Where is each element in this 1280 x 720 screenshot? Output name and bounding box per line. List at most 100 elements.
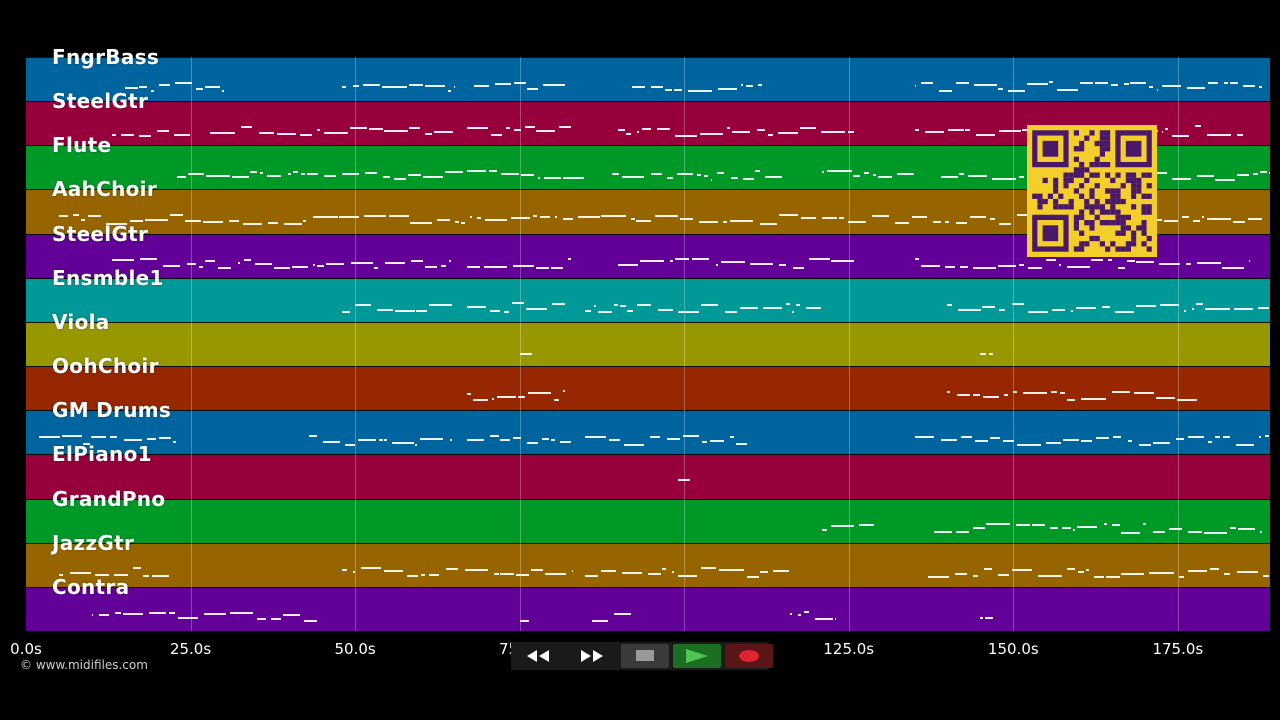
note (1237, 528, 1256, 531)
note (382, 85, 407, 88)
note (1094, 576, 1105, 579)
note (648, 572, 661, 575)
note (742, 177, 754, 180)
note (1114, 310, 1135, 313)
note (621, 176, 645, 179)
note (420, 574, 426, 577)
note (139, 85, 147, 88)
note (82, 443, 90, 446)
note (105, 223, 127, 225)
note (1120, 532, 1141, 535)
note (789, 613, 793, 615)
note (276, 133, 296, 136)
note (1149, 571, 1174, 574)
note (700, 567, 716, 570)
note (940, 176, 958, 179)
note (267, 222, 279, 225)
record-button[interactable] (725, 644, 773, 668)
note (538, 177, 541, 180)
note (723, 220, 728, 223)
note (988, 352, 993, 355)
note (614, 303, 619, 306)
note (81, 219, 85, 222)
stop-button[interactable] (621, 644, 669, 668)
fast-forward-button[interactable] (568, 644, 616, 668)
note (550, 439, 555, 442)
note (173, 134, 190, 137)
note (650, 173, 662, 176)
note (283, 223, 302, 226)
note (434, 131, 453, 134)
note (683, 435, 699, 438)
note (1059, 263, 1062, 266)
play-button[interactable] (673, 644, 721, 668)
note (800, 126, 816, 129)
note (415, 444, 418, 447)
note (500, 439, 511, 442)
note (654, 215, 678, 218)
note (1168, 528, 1182, 531)
note (384, 130, 408, 133)
note (543, 177, 562, 180)
note (650, 85, 663, 88)
note (804, 611, 809, 614)
note (1182, 216, 1190, 219)
note (526, 87, 538, 90)
note (924, 130, 944, 133)
note (697, 173, 702, 176)
note (237, 261, 240, 264)
note (157, 130, 169, 133)
note (243, 222, 263, 225)
note (489, 435, 499, 438)
note (338, 216, 359, 219)
note (177, 617, 198, 620)
note (716, 171, 725, 174)
note (759, 571, 768, 574)
note (954, 572, 967, 575)
note (1018, 263, 1024, 266)
note (1224, 81, 1228, 84)
note (704, 174, 709, 177)
note (805, 306, 822, 309)
note (541, 437, 549, 440)
note (710, 439, 724, 442)
note (947, 303, 953, 306)
note (559, 440, 572, 443)
note (1269, 172, 1271, 175)
note (822, 528, 827, 531)
note (1095, 81, 1109, 84)
note (1155, 396, 1175, 399)
note (501, 172, 520, 175)
rewind-button[interactable] (514, 644, 562, 668)
note (674, 134, 697, 137)
note (302, 219, 307, 222)
note (614, 613, 631, 616)
note (513, 265, 534, 268)
note (316, 129, 320, 132)
note (1085, 569, 1090, 572)
note (388, 215, 409, 218)
note (585, 310, 592, 313)
note (717, 87, 737, 90)
note (143, 575, 149, 578)
note (1078, 571, 1084, 574)
note (852, 175, 860, 178)
note (1163, 220, 1179, 223)
note (718, 569, 744, 572)
note (585, 435, 606, 438)
note (517, 395, 526, 398)
note (939, 89, 952, 92)
note (513, 82, 526, 85)
note (650, 436, 661, 439)
track-lane: FngrBass (26, 45, 1270, 102)
note (758, 83, 763, 86)
note (1027, 266, 1043, 269)
note (847, 130, 855, 133)
note (701, 441, 708, 444)
note (808, 258, 830, 261)
note (539, 216, 551, 219)
note (1172, 134, 1190, 137)
note (585, 574, 599, 577)
note (957, 308, 981, 311)
note (914, 258, 919, 261)
